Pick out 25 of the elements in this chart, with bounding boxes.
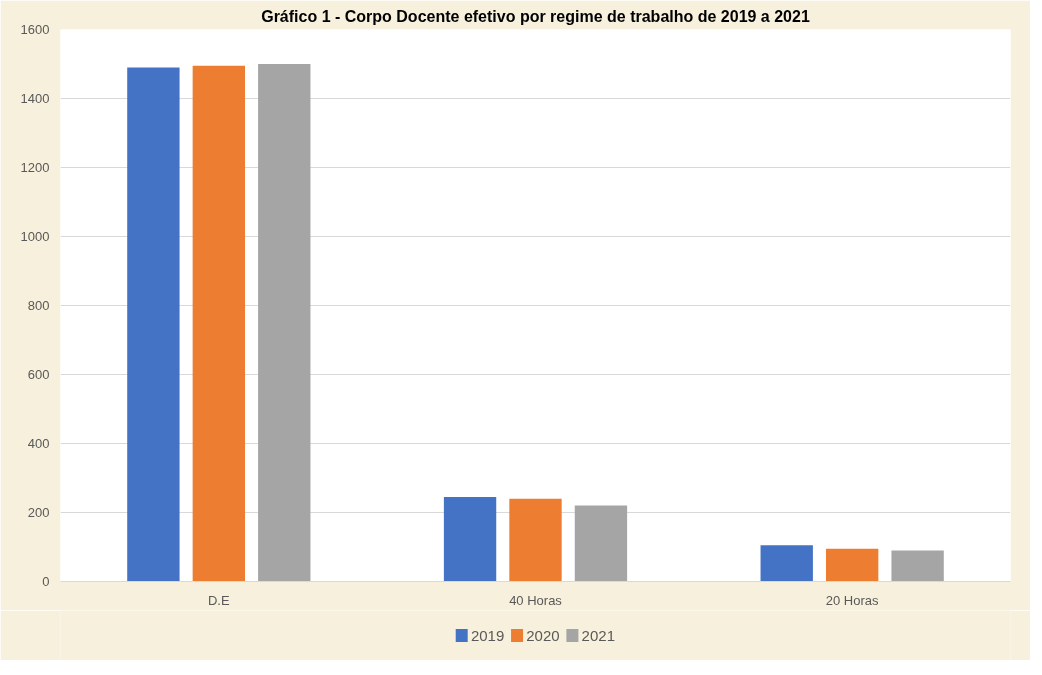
- y-tick-label: 600: [27, 367, 50, 382]
- y-tick-label: 800: [27, 298, 50, 313]
- bar: [509, 498, 562, 582]
- bar: [192, 65, 246, 582]
- bar: [825, 548, 879, 582]
- bar: [443, 496, 497, 582]
- y-tick-label: 1400: [20, 91, 50, 106]
- x-tick-label: 20 Horas: [825, 592, 880, 608]
- legend-label: 2020: [526, 626, 560, 644]
- x-tick-label: 40 Horas: [509, 592, 563, 608]
- bar: [891, 550, 944, 582]
- x-tick-label: D.E: [208, 592, 230, 608]
- bar: [127, 67, 180, 582]
- y-tick-label: 200: [27, 505, 50, 520]
- y-tick-label: 1600: [20, 22, 50, 37]
- legend-label: 2019: [470, 626, 505, 644]
- bar: [574, 505, 628, 582]
- y-tick-label: 0: [42, 574, 50, 589]
- y-tick-label: 400: [27, 436, 50, 451]
- bar: [258, 64, 311, 582]
- y-tick-label: 1200: [20, 160, 50, 175]
- y-tick-label: 1000: [20, 229, 50, 244]
- chart-title: Gráfico 1 - Corpo Docente efetivo por regime de trabalho de 2019 a 2021: [261, 7, 810, 25]
- bar: [760, 545, 813, 582]
- legend-label: 2021: [581, 626, 615, 644]
